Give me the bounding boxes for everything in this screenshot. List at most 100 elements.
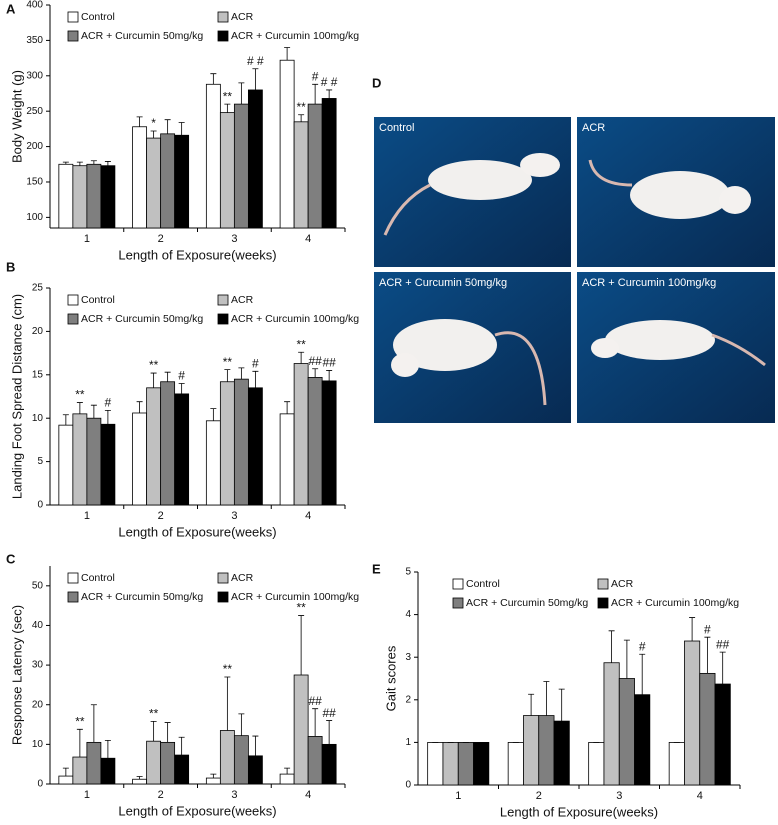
error-bar (704, 636, 711, 674)
bar (132, 412, 148, 506)
legend-swatch (67, 313, 79, 325)
x-axis-title: Length of Exposure(weeks) (118, 803, 276, 818)
x-tick-label: 3 (231, 789, 237, 801)
legend-label: Control (81, 572, 115, 584)
bar (321, 743, 337, 785)
legend-swatch (597, 578, 609, 590)
legend-swatch (67, 294, 79, 306)
bar (174, 393, 190, 506)
bar (427, 742, 444, 786)
y-tick-label: 200 (26, 141, 43, 152)
error-bar (76, 728, 83, 758)
significance-mark: ** (296, 100, 306, 114)
legend-label: ACR (231, 572, 254, 584)
legend-label: ACR + Curcumin 50mg/kg (81, 30, 203, 42)
error-bar (298, 351, 305, 364)
error-bar (76, 161, 83, 166)
x-tick-label: 4 (697, 790, 703, 802)
significance-mark: ## (716, 637, 730, 651)
y-tick-label: 5 (405, 567, 411, 578)
bar (307, 377, 323, 506)
bar (699, 672, 716, 786)
error-bar (639, 653, 646, 695)
bar (205, 83, 221, 229)
bar (72, 413, 88, 506)
error-bar (238, 713, 245, 736)
y-tick-label: 400 (26, 0, 43, 11)
error-bar (326, 89, 333, 99)
photo-caption: ACR (582, 122, 605, 134)
bar (279, 773, 295, 785)
bar (293, 363, 309, 506)
x-axis-title: Length of Exposure(weeks) (118, 247, 276, 262)
y-tick-label: 3 (405, 652, 411, 663)
photo: ACR + Curcumin 50mg/kg (374, 272, 571, 423)
error-bar (178, 383, 185, 394)
legend-label: Control (81, 11, 115, 23)
y-tick-label: 2 (405, 694, 411, 705)
y-tick-label: 350 (26, 35, 43, 46)
bar (160, 741, 176, 785)
bar (321, 98, 337, 229)
significance-mark: ** (149, 707, 159, 721)
significance-mark: ## (308, 694, 322, 708)
x-tick-label: 2 (158, 510, 164, 522)
bar (247, 89, 263, 229)
y-tick-label: 40 (32, 620, 44, 631)
error-bar (326, 720, 333, 745)
bar (205, 420, 221, 506)
significance-mark: ## (322, 706, 336, 720)
significance-mark: # (639, 639, 646, 653)
y-tick-label: 5 (37, 456, 43, 467)
bar (219, 381, 235, 506)
legend-swatch (217, 294, 229, 306)
bar (233, 103, 249, 229)
bar (86, 163, 102, 229)
bar (174, 134, 190, 229)
bar (100, 423, 116, 506)
bar (442, 742, 459, 786)
bar (86, 741, 102, 785)
error-bar (719, 651, 726, 685)
error-bar (238, 82, 245, 105)
bar (233, 378, 249, 506)
error-bar (224, 369, 231, 382)
bar (714, 683, 731, 786)
error-bar (178, 736, 185, 756)
y-tick-label: 15 (32, 369, 44, 380)
y-tick-label: 20 (32, 699, 44, 710)
significance-mark: ** (296, 337, 306, 351)
y-tick-label: 100 (26, 212, 43, 223)
error-bar (90, 404, 97, 419)
bar (72, 165, 88, 229)
error-bar (284, 401, 291, 414)
bar (247, 755, 263, 785)
significance-mark: # # (247, 54, 264, 68)
bar (588, 742, 605, 786)
legend-label: ACR (611, 578, 634, 590)
error-bar (689, 617, 696, 642)
y-axis-title: Gait scores (383, 645, 398, 711)
error-bar (252, 735, 259, 756)
x-axis-title: Length of Exposure(weeks) (118, 524, 276, 539)
bar (132, 126, 148, 229)
error-bar (210, 73, 217, 85)
legend-swatch (597, 597, 609, 609)
legend-label: ACR (231, 294, 254, 306)
y-tick-label: 0 (37, 500, 43, 511)
significance-mark: ** (296, 601, 306, 615)
bar (205, 777, 221, 785)
bar (58, 775, 74, 785)
bar (603, 662, 620, 786)
legend-label: ACR (231, 11, 254, 23)
panel-letter: A (6, 1, 16, 16)
x-tick-label: 1 (84, 789, 90, 801)
error-bar (150, 720, 157, 742)
bar (618, 678, 635, 786)
photo-caption: ACR + Curcumin 50mg/kg (379, 277, 507, 289)
panel-letter: D (372, 75, 381, 90)
error-bar (104, 409, 111, 425)
photo-caption: Control (379, 122, 414, 134)
error-bar (528, 693, 535, 716)
